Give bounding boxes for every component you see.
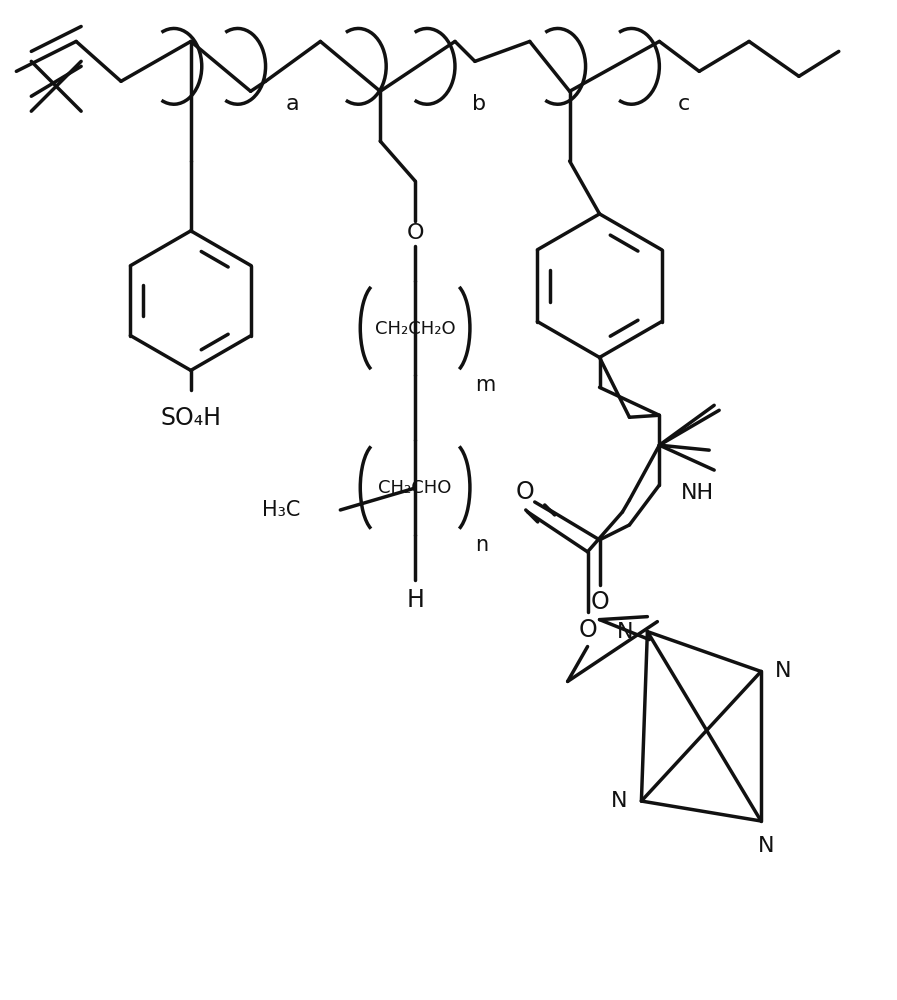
Text: N: N bbox=[775, 661, 791, 681]
Text: n: n bbox=[475, 535, 488, 555]
Text: SO₄H: SO₄H bbox=[161, 406, 222, 430]
Text: N: N bbox=[611, 791, 628, 811]
Text: O: O bbox=[516, 480, 534, 504]
Text: O: O bbox=[406, 223, 424, 243]
Text: CH₂CH₂O: CH₂CH₂O bbox=[375, 320, 456, 338]
Text: N: N bbox=[758, 836, 774, 856]
Text: N: N bbox=[617, 622, 633, 642]
Text: b: b bbox=[472, 94, 486, 114]
Text: O: O bbox=[590, 590, 609, 614]
Text: c: c bbox=[677, 94, 690, 114]
Text: O: O bbox=[579, 618, 597, 642]
Text: a: a bbox=[285, 94, 299, 114]
Text: CH₂CHO: CH₂CHO bbox=[379, 479, 452, 497]
Text: H: H bbox=[406, 588, 424, 612]
Text: NH: NH bbox=[681, 483, 714, 503]
Text: H₃C: H₃C bbox=[262, 500, 300, 520]
Text: m: m bbox=[475, 375, 495, 395]
